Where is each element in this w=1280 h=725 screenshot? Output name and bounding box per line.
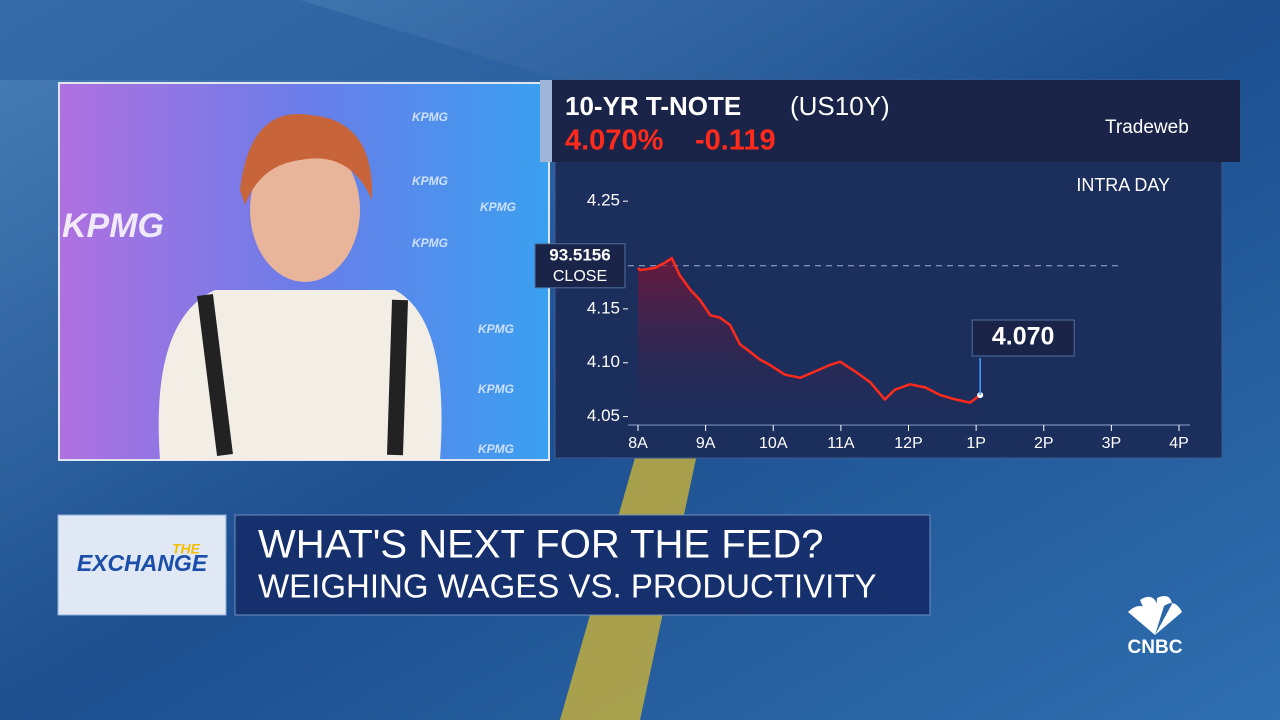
network-peacock [1128,596,1182,635]
header-accent [540,80,552,162]
last-label: 4.070 [992,323,1055,351]
sponsor-logo: KPMG [412,236,448,250]
x-tick-label: 12P [894,435,922,452]
decor [0,0,560,80]
chart-subtitle: (US10Y) [790,91,890,121]
person-hair [240,113,373,205]
x-tick-label: 1P [966,435,986,452]
network: CNBC [1128,637,1183,658]
show-logo-box [57,514,227,616]
sponsor-logo-large: KPMG [62,207,164,245]
x-tick-label: 10A [759,435,788,452]
person-body [158,290,442,460]
x-tick-label: 11A [827,435,855,452]
y-tick-label: 4.25 [587,191,620,210]
change: -0.119 [695,125,776,157]
subheadline: WEIGHING WAGES VS. PRODUCTIVITY [258,568,877,605]
close-text: 93.5156 [549,245,610,264]
sponsor-logo: KPMG [480,200,516,214]
close-box [534,243,626,289]
person-trim [197,294,408,456]
show-name: EXCHANGE [77,550,208,576]
headline-box [234,514,931,616]
show-top: THE [172,541,201,557]
x-tick-label: 8A [628,435,648,452]
annotation: INTRA DAY [1076,175,1170,195]
chart-title: 10-YR T-NOTE [565,91,741,121]
chart-header [540,80,1240,162]
sponsor-logo: KPMG [478,382,514,396]
y-tick-label: 4.10 [587,352,620,371]
y-tick-label: 4.05 [587,406,620,425]
line [637,256,981,404]
sponsor-logo: KPMG [412,110,448,124]
sponsor-logo: KPMG [478,442,514,456]
sponsor-logo: KPMG [412,174,448,188]
last-box [971,319,1075,357]
x-tick-label: 2P [1034,435,1054,452]
x-tick-label: 3P [1102,435,1122,452]
headline: WHAT'S NEXT FOR THE FED? [258,523,823,567]
close-label: CLOSE [553,268,607,285]
y-tick-label: 4.15 [587,298,620,317]
x-tick-label: 4P [1169,435,1189,452]
x-tick-label: 9A [696,435,716,452]
source: Tradeweb [1105,117,1189,138]
sponsor-logo: KPMG [478,322,514,336]
person-face [250,138,360,282]
area [638,258,981,425]
price: 4.070% [565,125,664,157]
